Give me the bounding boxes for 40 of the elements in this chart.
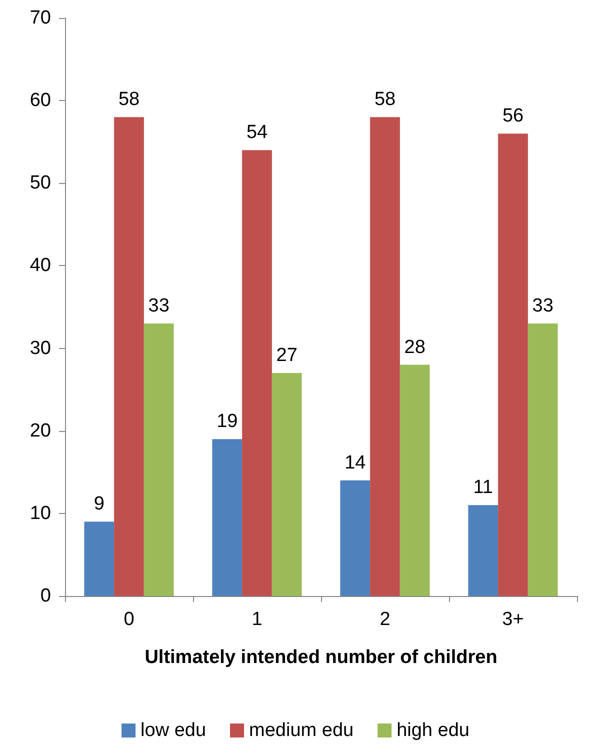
data-label: 11 [473,477,493,498]
data-label: 54 [246,122,268,144]
bar [144,324,174,596]
bar [468,505,498,596]
data-label: 58 [374,89,396,110]
data-label: 33 [148,296,170,317]
x-tick-label: 3+ [502,609,524,630]
bar [528,324,558,596]
y-tick-label: 30 [30,338,51,359]
x-tick-label: 1 [252,609,262,630]
bar [370,117,400,596]
data-label: 9 [94,494,104,515]
bar [212,439,242,596]
bar [400,364,430,596]
x-tick-label: 2 [380,609,390,630]
bar [340,480,370,596]
legend-label: high edu [396,720,470,741]
legend-label: low edu [140,720,206,741]
bar [498,134,528,596]
bar [272,373,302,596]
y-tick-label: 40 [30,255,51,276]
bar [242,150,272,596]
y-tick-label: 10 [30,502,51,524]
y-tick-label: 50 [30,172,51,194]
data-label: 19 [216,411,238,432]
data-label: 14 [344,452,366,474]
y-tick-label: 0 [40,586,51,606]
data-label: 27 [276,345,298,366]
data-label: 58 [118,89,140,110]
legend-label: medium edu [249,720,354,741]
y-tick-label: 60 [30,90,51,112]
bar [114,117,144,596]
x-axis-title: Ultimately intended number of children [144,647,498,668]
data-label: 33 [532,296,554,317]
bar [84,522,114,596]
data-label: 28 [404,336,426,358]
data-label: 56 [502,106,524,127]
x-tick-label: 0 [124,609,134,630]
y-tick-label: 70 [30,8,51,28]
y-tick-label: 20 [30,420,51,442]
